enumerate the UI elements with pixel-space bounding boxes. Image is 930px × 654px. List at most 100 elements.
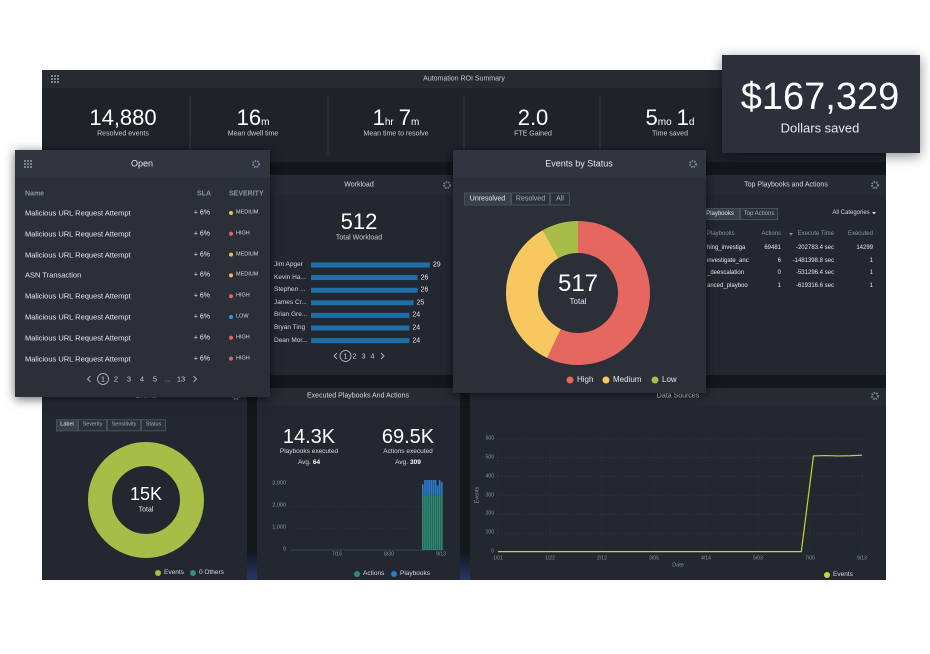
x-tick-label: 3/05 <box>649 555 659 562</box>
series-line <box>498 454 863 553</box>
tab[interactable]: Sensitivity <box>107 419 141 431</box>
column-header: Executed <box>847 231 873 237</box>
workload-bar <box>311 338 410 344</box>
table-cell: hing_investiga <box>707 245 746 251</box>
severity: HIGH <box>236 334 250 341</box>
category-filter[interactable]: All Categories <box>832 210 870 216</box>
x-tick-label: 9/13 <box>436 551 446 558</box>
bar-value: 26 <box>420 286 429 294</box>
kpi-value: 2.0 <box>518 107 549 129</box>
kpi-value: 16m <box>237 107 270 129</box>
grid-icon <box>24 166 26 168</box>
legend-label: Low <box>662 375 677 384</box>
legend-label: Medium <box>613 375 642 384</box>
kpi-unit: mo <box>657 117 672 128</box>
tab[interactable]: Unresolved <box>464 192 511 206</box>
page-link[interactable]: 3 <box>361 351 366 361</box>
workload-bar <box>311 262 430 268</box>
x-tick-label: 5/03 <box>753 555 763 562</box>
table-cell: -531296.4 sec <box>795 270 834 277</box>
kpi-label: Time saved <box>652 130 688 138</box>
panel-header <box>15 150 270 178</box>
drawing-layer <box>706 175 886 236</box>
pager-arrow <box>86 375 91 383</box>
x-axis-label: Date <box>672 562 684 569</box>
severity-dot <box>229 294 233 299</box>
grid-icon <box>27 166 29 168</box>
grid-icon <box>57 75 59 77</box>
panel-header <box>257 388 460 406</box>
severity: LOW <box>236 313 249 320</box>
x-tick-label: 7/16 <box>332 551 342 558</box>
donut-segment <box>547 220 650 365</box>
workload-bar <box>311 325 410 331</box>
page-link[interactable]: 4 <box>370 351 375 361</box>
y-tick-label: 1,000 <box>272 524 286 531</box>
severity: MEDIUM <box>236 271 259 278</box>
panel-title: Executed Playbooks And Actions <box>307 392 409 400</box>
activity-bar <box>428 480 430 497</box>
legend-label: 0 Others <box>199 568 224 576</box>
page-link[interactable]: ... <box>164 374 172 384</box>
page-link[interactable]: 3 <box>126 374 132 384</box>
workload-bar <box>311 300 414 306</box>
drawing-layer <box>258 175 454 362</box>
table-cell: 1 <box>869 283 873 290</box>
page-link[interactable]: 4 <box>139 374 145 384</box>
tab[interactable]: All <box>550 192 570 206</box>
tab[interactable]: Status <box>141 419 166 431</box>
page-link[interactable]: 2 <box>113 374 119 384</box>
tab[interactable]: Playbooks <box>706 208 740 220</box>
kpi-unit: m <box>411 117 420 128</box>
page-link[interactable]: 13 <box>176 374 186 384</box>
total-value: 512 <box>340 209 378 234</box>
table-cell: -619316.6 sec <box>795 283 834 290</box>
kpi-number: 5 <box>645 105 658 130</box>
grid-icon <box>24 163 26 165</box>
x-tick-label: 2/12 <box>597 555 607 562</box>
y-tick-label: 200 <box>485 510 494 517</box>
column-header: Execute Time <box>797 231 834 237</box>
grid-icon <box>30 166 32 168</box>
sla: + 6% <box>193 209 210 217</box>
page-link[interactable]: 5 <box>152 374 158 384</box>
y-tick-label: 0 <box>491 548 494 555</box>
average-label: Avg. <box>395 458 409 466</box>
severity-dot <box>229 356 233 361</box>
page-link[interactable]: 2 <box>352 351 357 361</box>
kpi-number: 1 <box>372 105 385 130</box>
kpi-value: 14,880 <box>89 107 156 129</box>
kpi-number: 1 <box>676 105 689 130</box>
legend-swatch <box>354 571 360 577</box>
page-link[interactable]: 1 <box>100 374 106 384</box>
stat-value: 14.3K <box>282 426 336 448</box>
kpi-label: Mean time to resolve <box>363 130 429 138</box>
table-cell: 1 <box>869 270 873 277</box>
tab[interactable]: Resolved <box>511 192 550 206</box>
assignee-name: Stephen ... <box>274 285 306 293</box>
grid-icon <box>30 163 32 165</box>
column-header: SEVERITY <box>229 190 264 198</box>
bar-value: 24 <box>412 311 421 319</box>
tab[interactable]: Severity <box>78 419 107 431</box>
legend-swatch <box>190 570 196 576</box>
legend-swatch <box>651 376 659 384</box>
workload-panel: Workload 512 Total Workload Jim Apger 29 Kevi… <box>258 175 454 375</box>
panel-title: Open <box>130 158 154 169</box>
drawing-layer <box>15 150 270 385</box>
activity-bar <box>436 497 439 550</box>
top-playbooks-panel: Top Playbooks and Actions Playbooks Top Ac… <box>706 175 886 375</box>
grid-icon <box>27 160 29 162</box>
bar-value: 24 <box>412 324 421 332</box>
page-link[interactable]: 1 <box>343 351 348 361</box>
kpi-number: 16 <box>236 105 262 130</box>
pager-arrow <box>380 352 385 360</box>
table-cell: 1 <box>869 257 873 264</box>
assignee-name: James Cr... <box>274 298 307 306</box>
average-value: 64 <box>312 458 321 466</box>
tab[interactable]: Top Actions <box>740 208 778 220</box>
kpi-number: 14,880 <box>89 105 157 130</box>
tab[interactable]: Label <box>56 419 78 431</box>
